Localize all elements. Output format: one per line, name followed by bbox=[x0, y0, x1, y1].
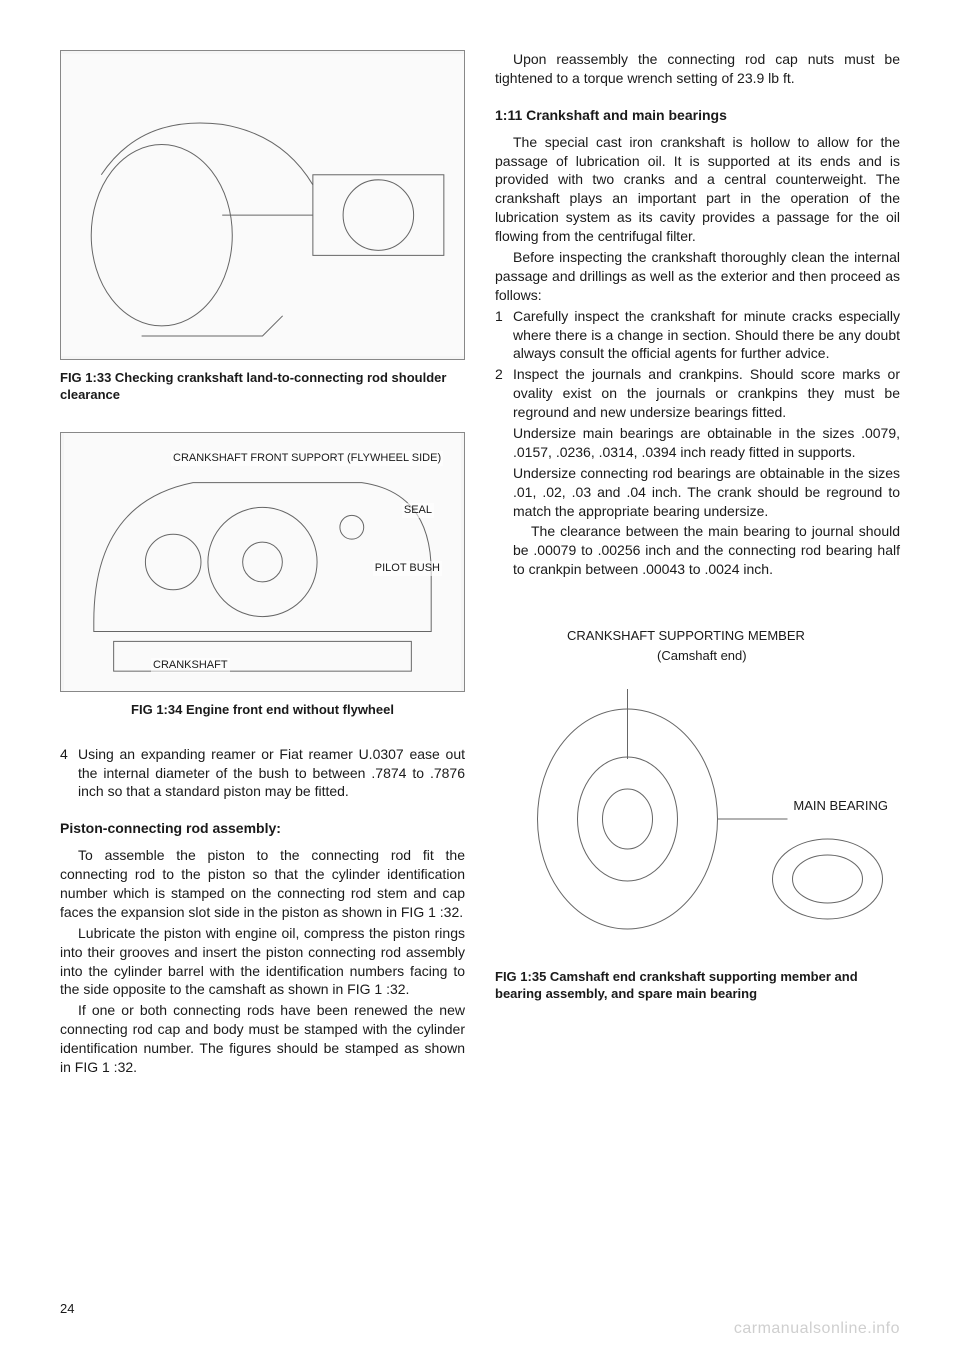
list-num: 1 bbox=[495, 307, 513, 364]
piston-p3: If one or both connecting rods have been… bbox=[60, 1001, 465, 1077]
fig-135-svg bbox=[495, 619, 900, 959]
right-item-2b: Undersize main bearings are obtainable i… bbox=[513, 424, 900, 462]
right-p3: The clearance between the main bearing t… bbox=[513, 522, 900, 579]
piston-heading: Piston-connecting rod assembly: bbox=[60, 819, 465, 838]
fig-134-label-pilot-bush: PILOT BUSH bbox=[373, 561, 442, 576]
list-text: Inspect the journals and crankpins. Shou… bbox=[513, 365, 900, 422]
fig-133-caption: FIG 1:33 Checking crankshaft land-to-con… bbox=[60, 370, 465, 404]
fig-135-caption: FIG 1:35 Camshaft end crankshaft support… bbox=[495, 969, 900, 1003]
left-column: FIG 1:33 Checking crankshaft land-to-con… bbox=[60, 50, 465, 1079]
fig-135-label-camshaft-end: (Camshaft end) bbox=[655, 647, 749, 665]
list-text: Using an expanding reamer or Fiat reamer… bbox=[78, 745, 465, 802]
right-p2: Before inspecting the crankshaft thoroug… bbox=[495, 248, 900, 305]
piston-p2: Lubricate the piston with engine oil, co… bbox=[60, 924, 465, 1000]
right-item-1: 1 Carefully inspect the crankshaft for m… bbox=[495, 307, 900, 364]
fig-135-label-support: CRANKSHAFT SUPPORTING MEMBER bbox=[565, 627, 807, 645]
page-columns: FIG 1:33 Checking crankshaft land-to-con… bbox=[60, 50, 900, 1079]
right-p1: The special cast iron crankshaft is holl… bbox=[495, 133, 900, 246]
page-number: 24 bbox=[60, 1300, 74, 1318]
right-item-2c: Undersize connecting rod bearings are ob… bbox=[513, 464, 900, 521]
right-intro: Upon reassembly the connecting rod cap n… bbox=[495, 50, 900, 88]
fig-135-label-main-bearing: MAIN BEARING bbox=[791, 797, 890, 815]
piston-p1: To assemble the piston to the connecting… bbox=[60, 846, 465, 922]
fig-134-label-crankshaft-front: CRANKSHAFT FRONT SUPPORT (FLYWHEEL SIDE) bbox=[171, 451, 443, 466]
fig-134-label-seal: SEAL bbox=[402, 503, 434, 518]
list-num: 2 bbox=[495, 365, 513, 422]
watermark: carmanualsonline.info bbox=[734, 1318, 900, 1340]
fig-135-image: CRANKSHAFT SUPPORTING MEMBER (Camshaft e… bbox=[495, 619, 900, 959]
right-column: Upon reassembly the connecting rod cap n… bbox=[495, 50, 900, 1079]
fig-134-image: CRANKSHAFT FRONT SUPPORT (FLYWHEEL SIDE)… bbox=[60, 432, 465, 692]
fig-134-label-crankshaft: CRANKSHAFT bbox=[151, 658, 230, 673]
section-111-heading: 1:11 Crankshaft and main bearings bbox=[495, 106, 900, 125]
list-num: 4 bbox=[60, 745, 78, 802]
fig-134-caption: FIG 1:34 Engine front end without flywhe… bbox=[60, 702, 465, 719]
list-text: Carefully inspect the crankshaft for min… bbox=[513, 307, 900, 364]
fig-133-image bbox=[60, 50, 465, 360]
fig-133-svg bbox=[61, 51, 464, 359]
right-item-2: 2 Inspect the journals and crankpins. Sh… bbox=[495, 365, 900, 422]
left-list-item-4: 4 Using an expanding reamer or Fiat ream… bbox=[60, 745, 465, 802]
